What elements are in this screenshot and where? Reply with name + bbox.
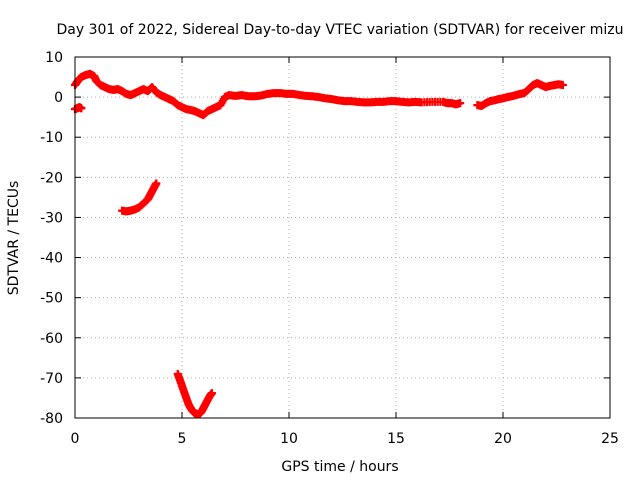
data-points	[71, 69, 567, 418]
x-tick-label: 15	[387, 431, 405, 447]
x-tick-label: 10	[280, 431, 298, 447]
grid	[75, 57, 610, 418]
y-axis-label: SDTVAR / TECUs	[6, 181, 22, 296]
data-point	[207, 389, 216, 398]
series	[71, 103, 86, 114]
y-tick-label: -80	[40, 411, 63, 427]
y-tick-label: -60	[40, 331, 63, 347]
data-point	[77, 104, 86, 113]
axis-ticks: 0 5 10 15 20 25 10 0 -10 -20 -30 -40 -50 -60 -70 -80	[40, 50, 619, 447]
y-tick-label: 10	[45, 50, 63, 66]
x-tick-label: 20	[494, 431, 512, 447]
x-tick-label: 5	[178, 431, 187, 447]
y-tick-label: -30	[40, 210, 63, 226]
series	[473, 79, 567, 110]
y-tick-label: -20	[40, 170, 63, 186]
series	[118, 179, 161, 216]
y-tick-label: -50	[40, 291, 63, 307]
y-tick-label: -40	[40, 251, 63, 267]
series	[173, 369, 216, 418]
y-tick-label: -10	[40, 130, 63, 146]
data-point	[152, 179, 161, 188]
plot-frame	[74, 56, 611, 419]
x-tick-label: 25	[601, 431, 619, 447]
data-point	[558, 81, 567, 90]
data-point	[456, 99, 465, 108]
y-tick-label: -70	[40, 371, 63, 387]
x-axis-label: GPS time / hours	[281, 459, 398, 475]
x-tick-label: 0	[71, 431, 80, 447]
y-tick-label: 0	[54, 90, 63, 106]
series	[71, 69, 465, 120]
chart-title: Day 301 of 2022, Sidereal Day-to-day VTE…	[57, 22, 624, 38]
